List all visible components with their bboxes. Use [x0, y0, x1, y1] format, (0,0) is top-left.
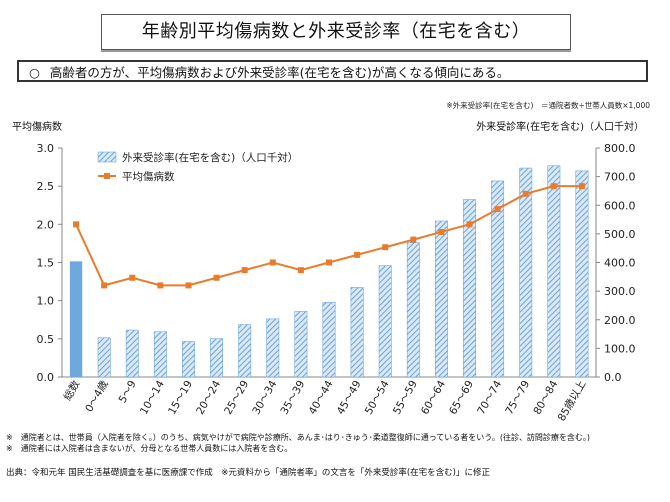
y-tick-label-right: 300.0 [604, 285, 636, 298]
x-tick-label: 70～74 [475, 378, 504, 417]
plot-area: 3.0 2.5 2.0 1.5 1.0 0.5 0.0 800.0 700.0 600.0 500.… [37, 142, 636, 423]
line-point [129, 274, 136, 281]
legend-swatch-marker [104, 173, 110, 179]
bar [238, 324, 252, 378]
x-tick-label: 30～34 [250, 378, 279, 417]
y-tick-label-right: 800.0 [604, 142, 636, 155]
line-point [269, 259, 276, 266]
line-point [438, 228, 445, 235]
x-tick-label: 15～19 [166, 379, 195, 417]
line-point [326, 259, 332, 266]
y-tick-label-right: 200.0 [604, 314, 636, 327]
x-tick-label: 50～54 [363, 378, 392, 417]
chart: 3.0 2.5 2.0 1.5 1.0 0.5 0.0 800.0 700.0 600.0 500.… [37, 142, 636, 423]
bar [519, 167, 533, 378]
y-tick-label-left: 1.0 [37, 295, 55, 308]
y-axis-title-left: 平均傷病数 [12, 122, 62, 133]
line-series [75, 185, 582, 287]
legend-label-line: 平均傷病数 [122, 170, 175, 183]
line-point [382, 244, 389, 251]
line-point [185, 282, 192, 289]
y-axis-title-right: 外来受診率(在宅を含む)（人口千対） [476, 122, 644, 133]
footnote-1: ※ 通院者とは、世帯員（入院者を除く。）のうち、病気やけがで病院や診療所、あんま… [6, 433, 591, 442]
summary-bullet: ○ [29, 65, 40, 80]
line-point [494, 206, 501, 213]
bar [406, 242, 420, 378]
line-point [213, 274, 220, 281]
footnote-2: ※ 通院者には入院者は含まないが、分母となる世帯人員数には入院者を含む。 [6, 444, 293, 453]
x-tick-label: 45～49 [335, 379, 364, 417]
line-point [522, 190, 529, 197]
line-point [550, 183, 557, 190]
bar [491, 180, 505, 378]
y-tick-label-left: 2.5 [37, 180, 55, 193]
bar [322, 302, 336, 378]
line-point [101, 282, 108, 289]
x-tick-label: 60～64 [419, 378, 448, 417]
x-tick-label: 5～9 [117, 379, 139, 406]
y-tick-label-left: 0.5 [37, 333, 55, 346]
x-tick-label: 20～24 [194, 378, 223, 417]
line-point [297, 267, 304, 274]
bar [69, 261, 83, 377]
bar [294, 311, 308, 378]
bar [547, 165, 561, 378]
y-tick-label-left: 1.5 [37, 257, 55, 270]
legend-swatch-bar [97, 151, 117, 163]
x-tick-label: 0～4歳 [83, 378, 111, 414]
line-point [157, 282, 164, 289]
summary-box: ○ 高齢者の方が、平均傷病数および外来受診率(在宅を含む)が高くなる傾向にある。 [17, 60, 648, 82]
y-tick-label-left: 2.0 [37, 218, 55, 231]
x-tick-label: 75～79 [503, 379, 532, 417]
x-tick-label: 80～84 [531, 378, 560, 417]
y-tick-label-right: 400.0 [604, 257, 636, 270]
bar [575, 170, 589, 378]
y-tick-label-right: 600.0 [604, 199, 636, 212]
x-tick-label: 55～59 [391, 379, 420, 417]
line-point [578, 183, 585, 190]
formula-note: ※外来受診率(在宅を含む) ＝通院者数÷世帯人員数×1,000 [446, 101, 650, 110]
source-note: 出典：令和元年 国民生活基礎調査を基に医療課で作成 ※元資料から「通院者率」の文… [6, 468, 490, 478]
line-point [73, 221, 80, 228]
legend-label-bar: 外来受診率(在宅を含む)（人口千対） [122, 151, 298, 164]
y-tick-label-right: 0.0 [604, 371, 622, 384]
summary-text: 高齢者の方が、平均傷病数および外来受診率(在宅を含む)が高くなる傾向にある。 [49, 65, 510, 80]
bar [210, 338, 224, 378]
y-tick-label-right: 100.0 [604, 342, 636, 355]
x-tick-label: 85歳以上 [556, 379, 589, 424]
bar [153, 331, 167, 378]
x-tick-label: 10～14 [138, 378, 167, 417]
bar [463, 199, 476, 378]
y-tick-label-left: 3.0 [37, 142, 55, 155]
x-tick-label: 総数 [61, 378, 83, 403]
x-tick-label: 25～29 [222, 379, 251, 417]
y-tick-label-right: 700.0 [604, 171, 636, 184]
bar [182, 341, 195, 378]
bar [350, 287, 364, 378]
bar [378, 265, 392, 378]
y-tick-label-right: 500.0 [604, 228, 636, 241]
line-point [466, 221, 473, 228]
bar [125, 329, 139, 378]
page-title: 年齢別平均傷病数と外来受診率（在宅を含む） [101, 14, 571, 50]
bar [266, 318, 280, 378]
line-point [241, 267, 248, 274]
x-tick-label: 35～39 [278, 379, 307, 417]
line-point [354, 251, 361, 258]
footnotes: ※ 通院者とは、世帯員（入院者を除く。）のうち、病気やけがで病院や診療所、あんま… [6, 432, 590, 454]
bar [434, 220, 448, 378]
y-tick-label-left: 0.0 [37, 371, 55, 384]
bar [97, 337, 111, 378]
x-tick-label: 40～44 [307, 378, 336, 417]
line-point [410, 236, 417, 243]
x-tick-label: 65～69 [447, 379, 476, 417]
